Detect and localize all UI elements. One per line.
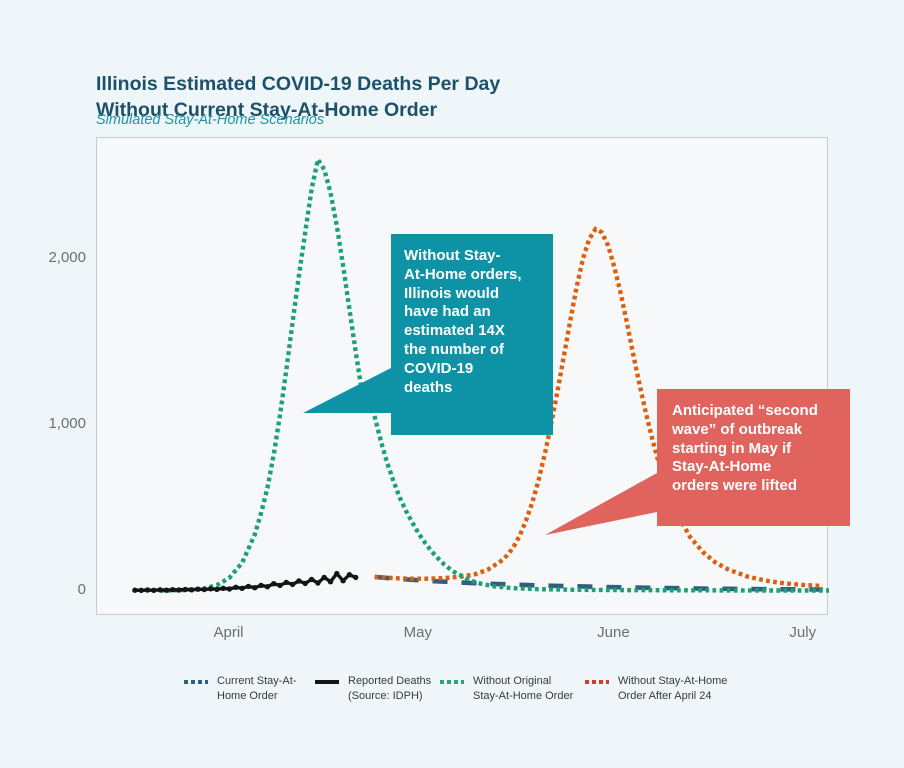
x-axis-tick: June [597, 624, 630, 641]
legend-label: Without Original Stay-At-Home Order [473, 675, 574, 702]
x-axis-tick: May [403, 624, 432, 641]
legend-item-reported-deaths: Reported Deaths (Source: IDPH) [315, 674, 431, 703]
dotted-line-swatch-icon [184, 680, 208, 684]
y-axis-tick: 0 [77, 581, 86, 598]
series-dashed [374, 574, 823, 592]
annotation-no-orders: Without Stay- At-Home orders, Illinois w… [303, 234, 553, 435]
legend-item-without-original-order: Without Original Stay-At-Home Order [440, 674, 573, 703]
page-subtitle: Simulated Stay-At-Home Scenarios [96, 112, 325, 128]
dotted-line-swatch-icon [585, 680, 609, 684]
legend-label: Current Stay-At- Home Order [217, 675, 297, 702]
page-title: Illinois Estimated COVID-19 Deaths Per D… [96, 73, 501, 122]
x-axis-tick: April [213, 624, 244, 641]
annotation-second-wave: Anticipated “second wave” of outbreak st… [545, 389, 850, 535]
legend-item-without-order-after-april24: Without Stay-At-Home Order After April 2… [585, 674, 727, 703]
annotation-tail [545, 473, 657, 535]
legend-item-current-order: Current Stay-At- Home Order [184, 674, 296, 703]
legend-label: Reported Deaths (Source: IDPH) [348, 675, 432, 702]
y-axis-tick: 1,000 [48, 415, 86, 432]
annotation-no-orders-text: Without Stay- At-Home orders, Illinois w… [404, 247, 522, 396]
chart-legend: Current Stay-At- Home Order Reported Dea… [0, 674, 904, 718]
y-axis-tick: 2,000 [48, 249, 86, 266]
series-dotted [374, 226, 823, 589]
legend-label: Without Stay-At-Home Order After April 2… [618, 675, 728, 702]
annotation-tail [303, 368, 391, 413]
annotation-second-wave-text: Anticipated “second wave” of outbreak st… [672, 402, 818, 495]
x-axis-tick: July [789, 624, 817, 641]
solid-line-swatch-icon [315, 680, 339, 684]
dotted-line-swatch-icon [440, 680, 464, 684]
